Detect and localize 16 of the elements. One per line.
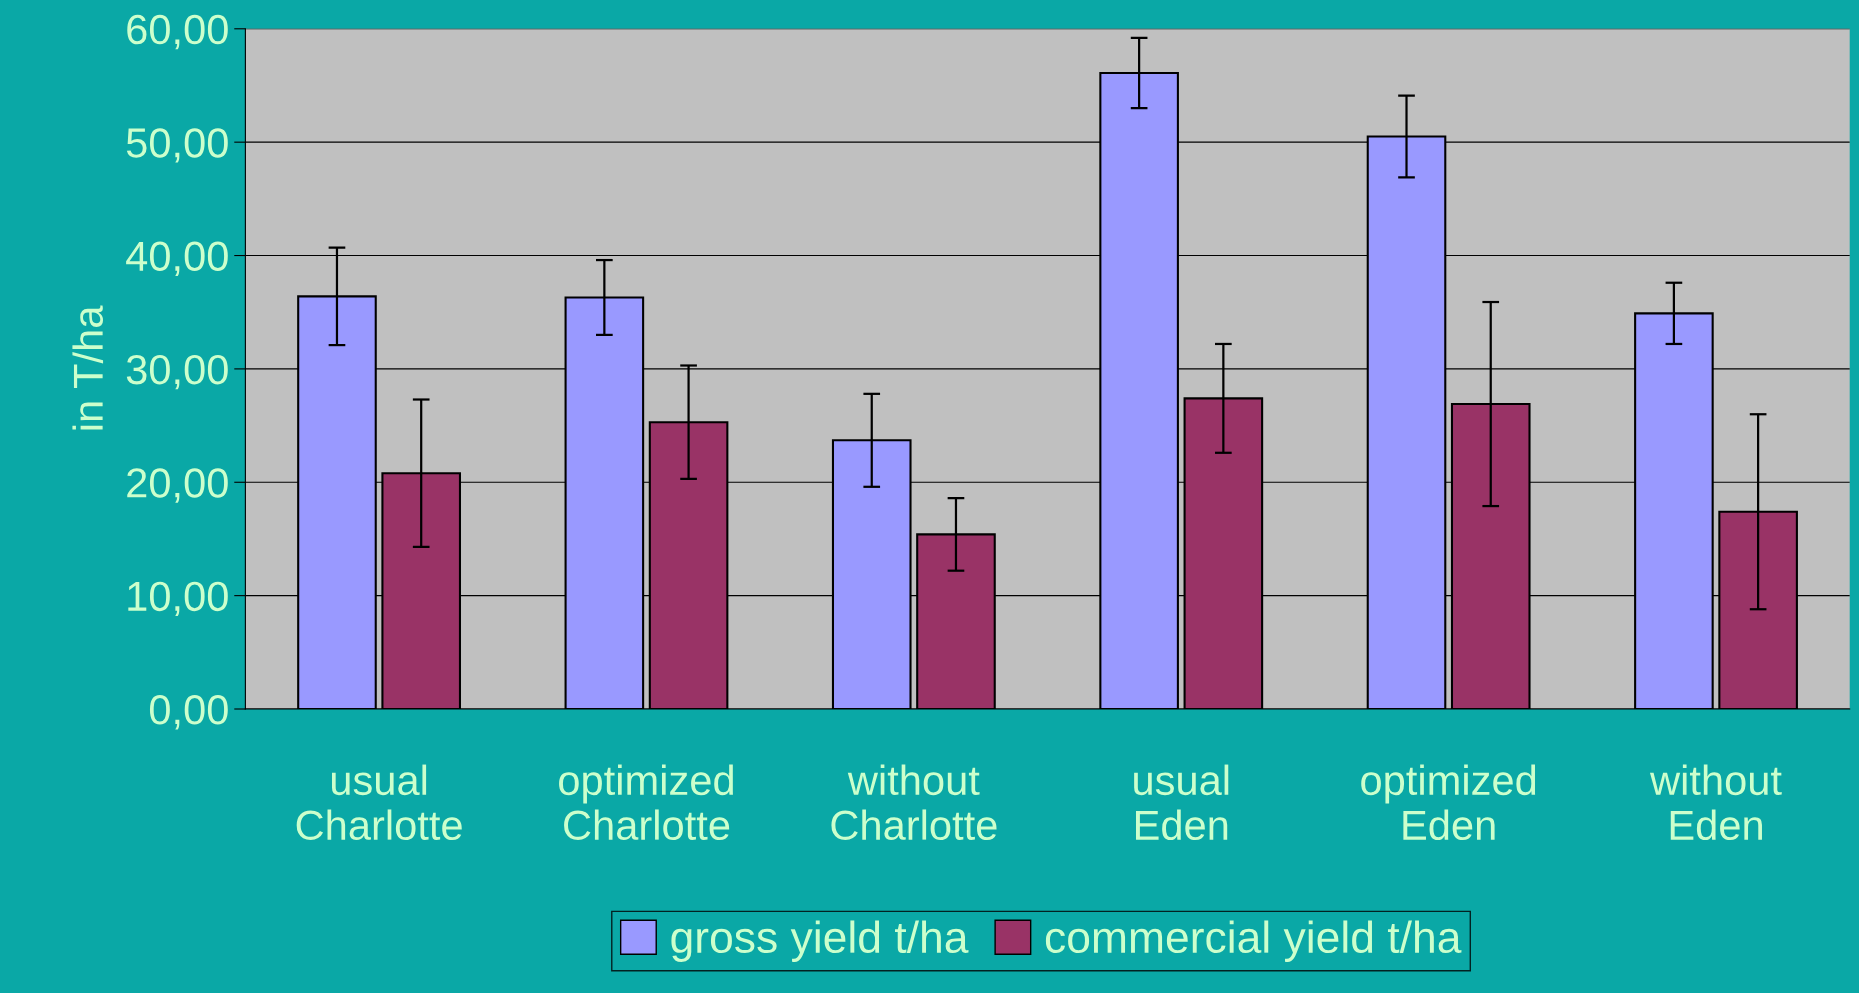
x-tick-label: usual Eden xyxy=(1134,764,1229,841)
x-tick-label: without Charlotte xyxy=(831,764,997,841)
x-tick-label: without Eden xyxy=(1649,764,1782,841)
y-tick-label: 50,00 xyxy=(126,128,228,163)
y-tick-label: 0,00 xyxy=(149,695,228,730)
y-tick-label: 20,00 xyxy=(127,468,228,503)
y-axis-title: in T/ha xyxy=(72,305,104,430)
y-tick-label: 30,00 xyxy=(126,354,228,390)
y-tick-label: 40,00 xyxy=(126,241,228,276)
x-tick-label: optimized Charlotte xyxy=(559,764,733,841)
y-tick-label: 10,00 xyxy=(128,581,228,617)
legend-label: gross yield t/ha xyxy=(671,920,969,962)
x-tick-label: optimized Eden xyxy=(1361,764,1536,841)
legend-label: commercial yield t/ha xyxy=(1045,920,1462,962)
x-tick-label: usual Charlotte xyxy=(296,764,462,841)
y-tick-label: 60,00 xyxy=(127,14,228,50)
